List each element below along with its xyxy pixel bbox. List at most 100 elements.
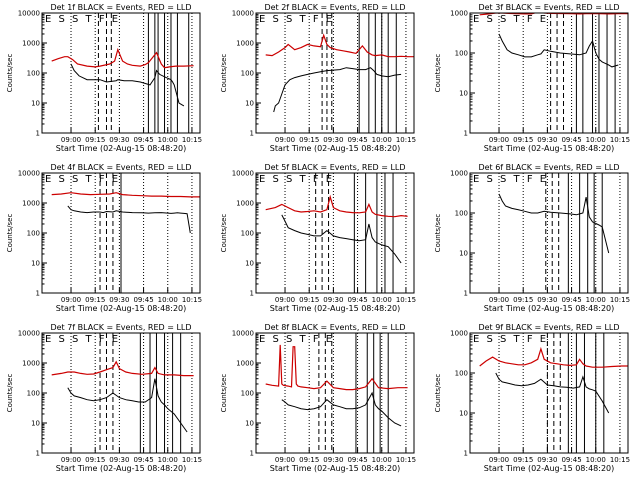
y-tick-label: 100: [27, 230, 40, 238]
y-tick-label: 10000: [18, 170, 40, 178]
y-tick-label: 10: [31, 420, 40, 428]
x-tick-label: 09:30: [537, 136, 557, 144]
panel-6: Det 6f BLACK = Events, RED = LLD E S S T …: [434, 163, 630, 313]
plot-area: [51, 333, 194, 453]
y-tick-label: 1000: [450, 330, 468, 338]
y-tick-label: 1000: [236, 200, 254, 208]
y-tick-label: 10: [459, 250, 468, 258]
events-series-line: [70, 63, 185, 107]
x-axis-label: Start Time (02-Aug-15 08:48:20): [56, 464, 187, 473]
x-axis-label: Start Time (02-Aug-15 08:48:20): [484, 144, 615, 153]
lld-series-line: [51, 192, 200, 198]
y-tick-label: 1000: [236, 40, 254, 48]
lld-series-line: [265, 194, 408, 218]
panel-2: Det 2f BLACK = Events, RED = LLD E S S T …: [220, 3, 416, 153]
x-tick-label: 09:45: [347, 296, 367, 304]
x-tick-label: 09:30: [323, 296, 343, 304]
y-axis-label: Counts/sec: [434, 54, 442, 93]
y-axis-label: Counts/sec: [6, 214, 14, 253]
panel-title: Det 5f BLACK = Events, RED = LLD: [264, 163, 405, 172]
panel-title: Det 2f BLACK = Events, RED = LLD: [264, 3, 405, 12]
x-tick-label: 09:00: [61, 136, 81, 144]
y-tick-label: 100: [241, 70, 254, 78]
x-tick-label: 09:15: [513, 296, 533, 304]
panel-3: Det 3f BLACK = Events, RED = LLD E S S T …: [434, 3, 630, 153]
panel-title: Det 6f BLACK = Events, RED = LLD: [478, 163, 619, 172]
x-tick-label: 09:00: [489, 456, 509, 464]
x-tick-label: 10:00: [372, 456, 392, 464]
x-axis-label: Start Time (02-Aug-15 08:48:20): [484, 304, 615, 313]
flag-letters: E S S T F E: [259, 14, 334, 25]
plot-frame: [41, 332, 201, 454]
panel-title: Det 4f BLACK = Events, RED = LLD: [50, 163, 191, 172]
x-tick-label: 10:00: [158, 296, 178, 304]
y-tick-label: 100: [241, 390, 254, 398]
x-tick-label: 09:15: [513, 456, 533, 464]
y-tick-label: 10: [31, 100, 40, 108]
flag-letters: E S S T F E: [473, 174, 548, 185]
flag-letters: E S S T F E: [473, 14, 548, 25]
lld-series-line: [265, 344, 408, 391]
x-tick-label: 09:30: [109, 456, 129, 464]
x-tick-label: 10:15: [610, 296, 630, 304]
y-tick-label: 1: [36, 290, 40, 298]
x-tick-label: 09:45: [347, 456, 367, 464]
y-tick-label: 100: [241, 230, 254, 238]
x-tick-label: 10:00: [158, 456, 178, 464]
panel-4: Det 4f BLACK = Events, RED = LLD E S S T …: [6, 163, 202, 313]
y-tick-label: 10000: [232, 170, 254, 178]
y-tick-label: 10: [245, 100, 254, 108]
x-tick-label: 10:15: [182, 456, 202, 464]
y-tick-label: 1: [464, 130, 468, 138]
y-tick-label: 100: [455, 210, 468, 218]
x-tick-label: 09:30: [323, 136, 343, 144]
panel-9: Det 9f BLACK = Events, RED = LLD E S S T …: [434, 323, 630, 473]
flag-letters: E S S T F E: [259, 334, 334, 345]
lld-series-line: [479, 346, 628, 368]
y-tick-label: 10: [245, 420, 254, 428]
x-tick-label: 09:00: [275, 456, 295, 464]
x-tick-label: 09:00: [61, 296, 81, 304]
plot-area: [498, 173, 621, 293]
x-tick-label: 09:45: [561, 136, 581, 144]
x-tick-label: 09:15: [513, 136, 533, 144]
x-tick-label: 10:15: [396, 456, 416, 464]
y-tick-label: 10000: [232, 330, 254, 338]
x-tick-label: 09:15: [85, 296, 105, 304]
panel-title: Det 1f BLACK = Events, RED = LLD: [50, 3, 191, 12]
x-tick-label: 09:30: [537, 456, 557, 464]
x-tick-label: 09:15: [299, 456, 319, 464]
x-tick-label: 09:45: [561, 296, 581, 304]
flag-letters: E S S T F E: [259, 174, 334, 185]
events-series-line: [281, 391, 402, 427]
x-tick-label: 10:00: [158, 136, 178, 144]
x-tick-label: 09:15: [85, 456, 105, 464]
plot-frame: [469, 172, 629, 294]
x-tick-label: 10:15: [182, 136, 202, 144]
lld-series-line: [51, 47, 194, 69]
plot-area: [265, 13, 414, 133]
y-tick-label: 10: [459, 410, 468, 418]
events-series-line: [498, 33, 619, 68]
x-tick-label: 09:30: [109, 136, 129, 144]
y-tick-label: 1000: [22, 200, 40, 208]
x-tick-label: 09:00: [61, 456, 81, 464]
y-tick-label: 1: [36, 450, 40, 458]
x-tick-label: 10:00: [372, 296, 392, 304]
events-series-line: [273, 67, 402, 113]
y-tick-label: 100: [455, 370, 468, 378]
lld-series-line: [51, 360, 194, 377]
x-tick-label: 09:00: [489, 136, 509, 144]
x-tick-label: 09:45: [133, 136, 153, 144]
plot-area: [51, 173, 200, 293]
flag-letters: E S S T F E: [45, 334, 120, 345]
plot-frame: [469, 332, 629, 454]
x-tick-label: 09:15: [299, 136, 319, 144]
panel-5: Det 5f BLACK = Events, RED = LLD E S S T …: [220, 163, 416, 313]
y-tick-label: 100: [455, 50, 468, 58]
x-tick-label: 09:45: [133, 456, 153, 464]
x-tick-label: 10:15: [396, 296, 416, 304]
lld-series-line: [265, 33, 414, 58]
x-tick-label: 09:00: [275, 296, 295, 304]
